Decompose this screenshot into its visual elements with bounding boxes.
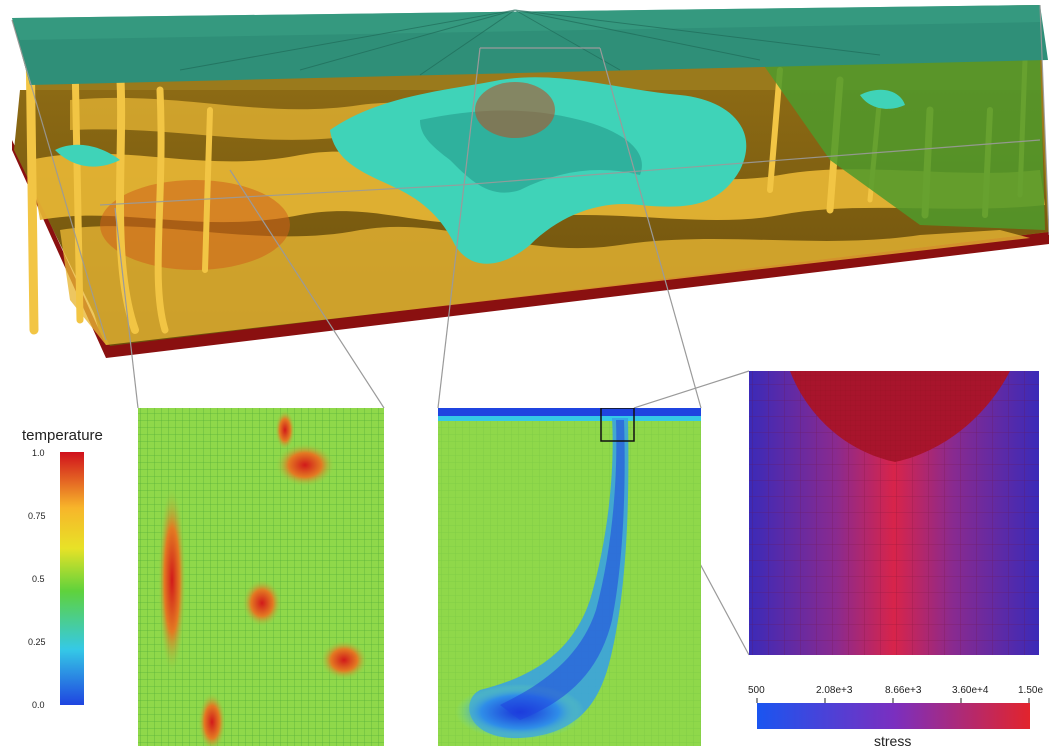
right-side-region — [760, 55, 1045, 230]
mantle-box-3d — [11, 4, 1049, 358]
top-plate-shade — [12, 5, 1042, 40]
slab-core — [500, 420, 625, 720]
temperature-legend-title: temperature — [22, 427, 103, 444]
plate-lines — [179, 9, 881, 76]
hot-plume-blob — [198, 692, 226, 746]
stress-tick-label: 1.50e — [1018, 685, 1044, 696]
hot-plume-blob — [158, 485, 186, 675]
cold-slab-shade — [420, 110, 642, 193]
zoom-panel-temperature — [138, 408, 384, 746]
hot-plume-blob — [275, 443, 335, 487]
hot-plume-blob — [320, 640, 368, 680]
temperature-colorbar — [60, 452, 84, 705]
slab-hot-core — [475, 82, 555, 138]
stress-legend-title: stress — [874, 733, 912, 749]
hot-plume-blob — [242, 579, 282, 627]
zoom-panel-stress — [749, 371, 1039, 655]
stress-tick-label: 2.08e+3 — [816, 685, 853, 696]
hot-region — [100, 180, 290, 270]
box-edges — [11, 4, 1049, 341]
stress-tick-label: 500 — [748, 685, 765, 696]
temperature-tick-label: 0.75 — [28, 511, 46, 521]
zoom-connectors — [114, 47, 750, 656]
temperature-tick-label: 0.25 — [28, 637, 46, 647]
hot-plume-blob — [275, 410, 295, 450]
stress-tick-label: 8.66e+3 — [885, 685, 922, 696]
zoom-panel-slab — [438, 408, 701, 746]
slab-fragment — [55, 144, 120, 167]
stress-tick-label: 3.60e+4 — [952, 685, 989, 696]
temperature-tick-label: 0.5 — [32, 574, 45, 584]
stress-colorbar — [756, 698, 1030, 729]
temperature-tick-label: 0.0 — [32, 700, 45, 710]
temperature-tick-label: 1.0 — [32, 448, 45, 458]
slab-fragment — [860, 89, 905, 109]
zoom-selector-box — [600, 408, 635, 442]
